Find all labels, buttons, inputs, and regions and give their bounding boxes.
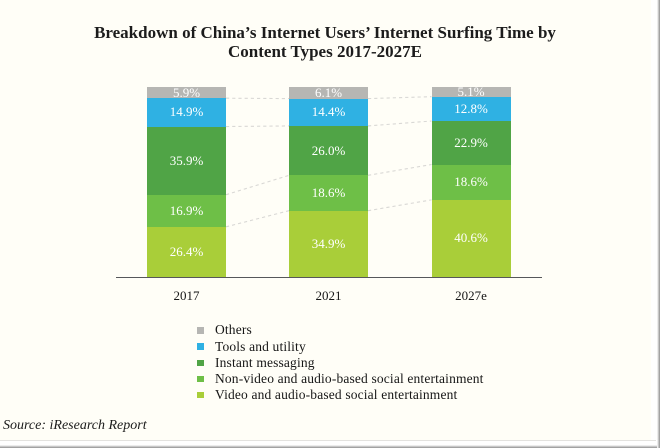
footer-divider-line bbox=[0, 440, 656, 441]
segment-value-label: 35.9% bbox=[169, 152, 204, 168]
legend-swatch bbox=[197, 327, 204, 334]
legend-label: Tools and utility bbox=[215, 338, 306, 354]
dashed-connector-line bbox=[367, 163, 432, 176]
bar-segment: 18.6% bbox=[289, 175, 368, 211]
legend-label: Non-video and audio-based social enterta… bbox=[215, 371, 484, 387]
legend-item: Non-video and audio-based social enterta… bbox=[197, 371, 484, 387]
legend-item: Tools and utility bbox=[197, 339, 484, 355]
segment-value-label: 18.6% bbox=[311, 184, 346, 200]
page-right-border bbox=[657, 0, 660, 448]
segment-value-label: 5.1% bbox=[457, 83, 485, 99]
legend-item: Video and audio-based social entertainme… bbox=[197, 387, 484, 403]
legend-label: Video and audio-based social entertainme… bbox=[215, 387, 458, 403]
legend: Others Tools and utility Instant messaging… bbox=[197, 322, 484, 403]
dashed-connector-line bbox=[367, 199, 432, 212]
segment-value-label: 5.9% bbox=[172, 84, 201, 100]
legend-item: Others bbox=[197, 322, 484, 338]
legend-label: Others bbox=[215, 322, 252, 338]
dashed-connector-line bbox=[225, 174, 290, 196]
segment-value-label: 6.1% bbox=[314, 84, 343, 100]
bar-segment: 5.1% bbox=[431, 83, 511, 99]
x-axis-label-2017: 2017 bbox=[173, 287, 200, 303]
legend-swatch bbox=[197, 375, 204, 383]
bar-segment: 40.6% bbox=[431, 199, 511, 277]
bar-segment: 6.1% bbox=[289, 84, 368, 100]
stacked-bar-2027e: 5.1% 12.8% 22.9% 18.6% 40.6% bbox=[431, 83, 511, 277]
segment-value-label: 34.9% bbox=[311, 235, 346, 251]
right-margin-strip bbox=[650, 0, 658, 448]
bar-segment: 12.8% bbox=[431, 96, 511, 121]
dashed-connector-line bbox=[225, 210, 290, 228]
stacked-bar-2021: 6.1% 14.4% 26.0% 18.6% 34.9% bbox=[289, 84, 368, 277]
bar-segment: 26.4% bbox=[147, 226, 226, 277]
segment-value-label: 12.8% bbox=[454, 100, 488, 116]
legend-swatch bbox=[197, 391, 204, 399]
bar-segment: 14.9% bbox=[147, 98, 226, 127]
dashed-connector-line bbox=[367, 96, 432, 100]
segment-value-label: 14.9% bbox=[169, 104, 204, 120]
x-axis-line bbox=[116, 276, 542, 278]
segment-value-label: 18.6% bbox=[454, 174, 488, 190]
segment-value-label: 40.6% bbox=[454, 230, 488, 246]
chart-title: Breakdown of China’s Internet Users’ Int… bbox=[0, 23, 650, 61]
bar-segment: 34.9% bbox=[289, 210, 368, 277]
bar-segment: 26.0% bbox=[289, 125, 368, 176]
legend-item: Instant messaging bbox=[197, 355, 484, 371]
chart-title-line2: Content Types 2017-2027E bbox=[228, 41, 422, 61]
legend-swatch bbox=[197, 359, 204, 367]
source-note: Source: iResearch Report bbox=[3, 417, 147, 433]
legend-label: Instant messaging bbox=[215, 354, 315, 370]
chart-title-line1: Breakdown of China’s Internet Users’ Int… bbox=[94, 22, 556, 42]
bar-segment: 16.9% bbox=[147, 194, 226, 227]
bar-segment: 18.6% bbox=[431, 164, 511, 200]
bar-segment: 14.4% bbox=[289, 98, 368, 126]
segment-value-label: 26.0% bbox=[311, 142, 346, 158]
bar-segment: 35.9% bbox=[147, 126, 226, 195]
bar-segment: 22.9% bbox=[431, 121, 511, 165]
page-bottom-border bbox=[0, 445, 660, 448]
bar-segment: 5.9% bbox=[147, 84, 226, 100]
legend-swatch bbox=[197, 343, 204, 350]
bottom-margin-strip bbox=[0, 441, 660, 446]
stacked-bar-2017: 5.9% 14.9% 35.9% 16.9% 26.4% bbox=[147, 84, 226, 277]
x-axis-label-2021: 2021 bbox=[315, 287, 342, 303]
segment-value-label: 16.9% bbox=[169, 202, 204, 218]
segment-value-label: 22.9% bbox=[454, 134, 488, 150]
segment-value-label: 26.4% bbox=[169, 243, 204, 259]
segment-value-label: 14.4% bbox=[311, 104, 346, 120]
dashed-connector-line bbox=[367, 120, 432, 127]
dashed-connector-line bbox=[225, 125, 290, 128]
x-axis-label-2027e: 2027e bbox=[455, 287, 487, 303]
